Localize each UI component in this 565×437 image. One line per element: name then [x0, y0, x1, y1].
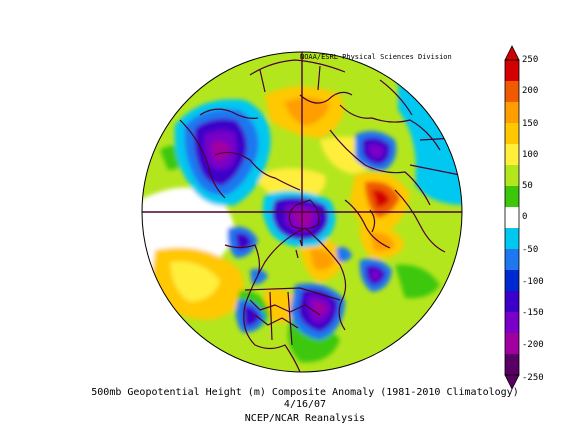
meridian-lines — [142, 52, 462, 246]
colorbar-swatch — [505, 81, 519, 103]
colorbar-tick-label: -250 — [522, 373, 544, 383]
colorbar-swatch — [505, 102, 519, 124]
colorbar-tick-label: 200 — [522, 86, 539, 96]
colorbar — [504, 45, 520, 390]
colorbar-swatch — [505, 291, 519, 313]
colorbar-frame — [504, 59, 520, 376]
colorbar-tick-label: 100 — [522, 150, 539, 160]
title-date: 4/16/07 — [283, 399, 327, 410]
title-source: NCEP/NCAR Reanalysis — [244, 413, 366, 424]
colorbar-swatch — [505, 186, 519, 208]
colorbar-swatch — [505, 249, 519, 271]
map-boundary — [141, 51, 463, 373]
colorbar-swatch — [505, 144, 519, 166]
colorbar-tick-label: -50 — [522, 245, 539, 255]
colorbar-tick-label: -150 — [522, 308, 544, 318]
colorbar-tick-label: 50 — [522, 181, 533, 191]
colorbar-swatch — [505, 228, 519, 250]
anomaly-field — [142, 52, 462, 372]
colorbar-tick-label: -100 — [522, 277, 544, 287]
colorbar-tick-label: 250 — [522, 55, 539, 65]
colorbar-tick-label: 150 — [522, 119, 539, 129]
colorbar-tick-label: 0 — [522, 212, 528, 222]
colorbar-top-arrow — [504, 45, 520, 61]
colorbar-swatch — [505, 207, 519, 229]
title-line-1: 500mb Geopotential Height (m) Composite … — [91, 387, 519, 398]
colorbar-tick-label: -200 — [522, 340, 544, 350]
colorbar-swatch — [505, 354, 519, 376]
colorbar-swatch — [505, 60, 519, 82]
colorbar-swatch — [505, 333, 519, 355]
credit-label: NOAA/ESRL Physical Sciences Division — [300, 53, 452, 61]
colorbar-swatch — [505, 123, 519, 145]
colorbar-swatch — [505, 312, 519, 334]
colorbar-swatch — [505, 165, 519, 187]
colorbar-swatch — [505, 270, 519, 292]
